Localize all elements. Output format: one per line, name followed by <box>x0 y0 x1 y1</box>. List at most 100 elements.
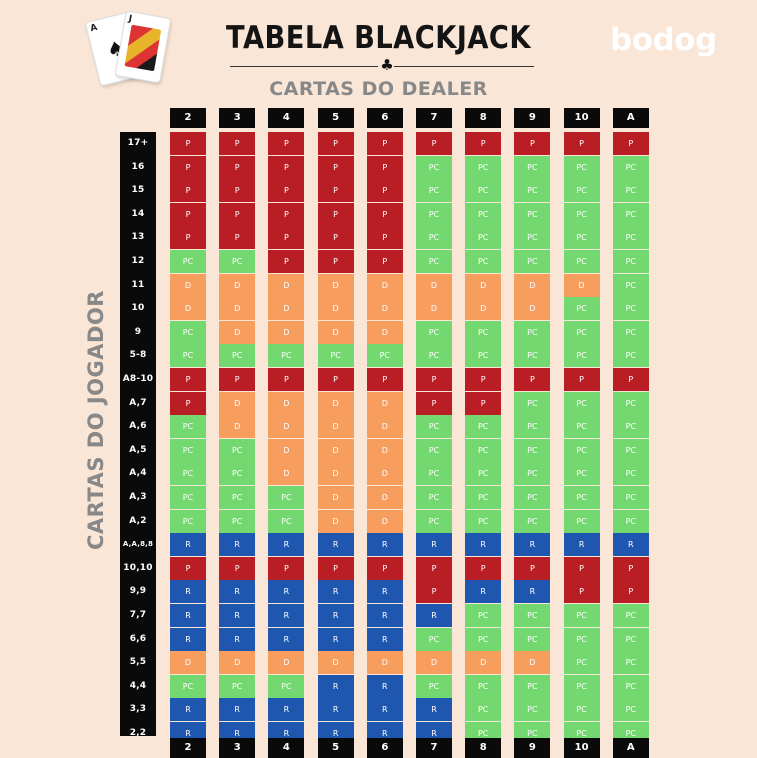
strategy-cell: P <box>170 132 206 155</box>
strategy-cell: PC <box>268 674 305 698</box>
strategy-cell: PC <box>416 226 452 250</box>
player-hand-label: 9 <box>134 326 142 337</box>
player-hand-label: 7,7 <box>129 610 147 620</box>
strategy-cell: PC <box>563 509 600 533</box>
strategy-cell: R <box>465 533 502 557</box>
strategy-cell: P <box>514 368 551 391</box>
dealer-header-5: 5 <box>317 108 354 128</box>
strategy-cell: PC <box>416 250 452 273</box>
strategy-cell: PC <box>612 202 649 226</box>
player-hand-label: 2,2 <box>129 728 147 738</box>
strategy-cell: R <box>219 580 256 604</box>
strategy-cell: D <box>366 438 403 462</box>
strategy-cell: R <box>268 698 305 722</box>
strategy-cell: P <box>317 155 354 179</box>
strategy-cell: PC <box>465 674 502 698</box>
strategy-cell: P <box>366 132 403 155</box>
strategy-cell: P <box>416 132 452 155</box>
strategy-cell: D <box>268 320 305 344</box>
strategy-cell: D <box>366 415 403 439</box>
strategy-cell: P <box>219 132 256 155</box>
strategy-cell: R <box>366 627 403 651</box>
dealer-header-10: 10 <box>563 108 600 128</box>
strategy-cell: PC <box>563 604 600 627</box>
strategy-cell: PC <box>612 297 649 321</box>
strategy-cell: R <box>366 674 403 698</box>
dealer-footer-4: 4 <box>268 738 305 758</box>
strategy-cell: D <box>317 391 354 415</box>
strategy-cell: PC <box>514 438 551 462</box>
dealer-cards-label: CARTAS DO DEALER <box>269 78 488 100</box>
strategy-cell: PC <box>219 462 256 486</box>
strategy-cell: PC <box>465 250 502 273</box>
club-icon: ♣ <box>380 56 394 74</box>
strategy-cell: P <box>317 179 354 203</box>
strategy-cell: PC <box>465 698 502 722</box>
strategy-cell: P <box>465 391 502 415</box>
strategy-cell: P <box>219 368 256 391</box>
strategy-cell: PC <box>416 344 452 368</box>
strategy-cell: PC <box>563 627 600 651</box>
strategy-cell: D <box>219 320 256 344</box>
player-hand-label: 12 <box>131 256 145 266</box>
strategy-cell: D <box>219 273 256 297</box>
strategy-cell: D <box>268 273 305 297</box>
strategy-cell: PC <box>612 627 649 651</box>
player-hand-label: 5,5 <box>129 657 147 668</box>
player-hand-label: 4,4 <box>129 680 147 691</box>
strategy-cell: PC <box>465 462 502 486</box>
strategy-cell: R <box>219 604 256 627</box>
strategy-cell: D <box>268 415 305 439</box>
strategy-cell: P <box>563 368 600 391</box>
strategy-cell: R <box>170 580 206 604</box>
strategy-cell: P <box>268 132 305 155</box>
strategy-cell: R <box>514 533 551 557</box>
strategy-cell: PC <box>170 344 206 368</box>
strategy-cell: D <box>416 297 452 321</box>
strategy-cell: P <box>170 226 206 250</box>
player-hand-labels: 17+ 16 15 14 13 12 11 10 9 5-8 A8-10 A,7 A,6 A,5 A,4 A,… <box>120 132 156 738</box>
strategy-cell: PC <box>514 674 551 698</box>
strategy-cell: R <box>366 580 403 604</box>
title-divider-left <box>230 66 378 67</box>
strategy-cell: P <box>317 556 354 580</box>
strategy-cell: D <box>317 415 354 439</box>
strategy-cell: PC <box>514 627 551 651</box>
strategy-cell: P <box>268 155 305 179</box>
strategy-cell: R <box>317 533 354 557</box>
dealer-footer-2: 2 <box>170 738 206 758</box>
player-hand-label: 3,3 <box>129 704 147 715</box>
strategy-cell: P <box>268 179 305 203</box>
strategy-cell: P <box>317 250 354 273</box>
strategy-cell: PC <box>514 698 551 722</box>
player-hand-label: A,6 <box>129 421 147 432</box>
strategy-cell: R <box>317 604 354 627</box>
strategy-cell: R <box>219 698 256 722</box>
strategy-cell: D <box>268 391 305 415</box>
strategy-cell: PC <box>612 226 649 250</box>
dealer-footer-5: 5 <box>317 738 354 758</box>
dealer-footer-9: 9 <box>514 738 551 758</box>
strategy-cell: P <box>366 226 403 250</box>
strategy-cell: P <box>170 556 206 580</box>
title-divider-right <box>394 66 534 67</box>
strategy-cell: PC <box>612 344 649 368</box>
strategy-cell: P <box>366 155 403 179</box>
strategy-cell: D <box>317 273 354 297</box>
strategy-cell: PC <box>465 202 502 226</box>
strategy-cell: PC <box>465 155 502 179</box>
strategy-cell: PC <box>514 320 551 344</box>
strategy-cell: D <box>219 297 256 321</box>
strategy-cell: PC <box>170 250 206 273</box>
strategy-cell: R <box>317 698 354 722</box>
strategy-cell: PC <box>612 438 649 462</box>
strategy-cell: P <box>416 580 452 604</box>
strategy-cell: D <box>268 438 305 462</box>
strategy-cell: D <box>219 415 256 439</box>
strategy-cell: D <box>268 462 305 486</box>
strategy-cell: PC <box>268 509 305 533</box>
strategy-cell: P <box>219 155 256 179</box>
strategy-cell: D <box>465 651 502 675</box>
strategy-cell: P <box>514 556 551 580</box>
strategy-cell: R <box>563 533 600 557</box>
